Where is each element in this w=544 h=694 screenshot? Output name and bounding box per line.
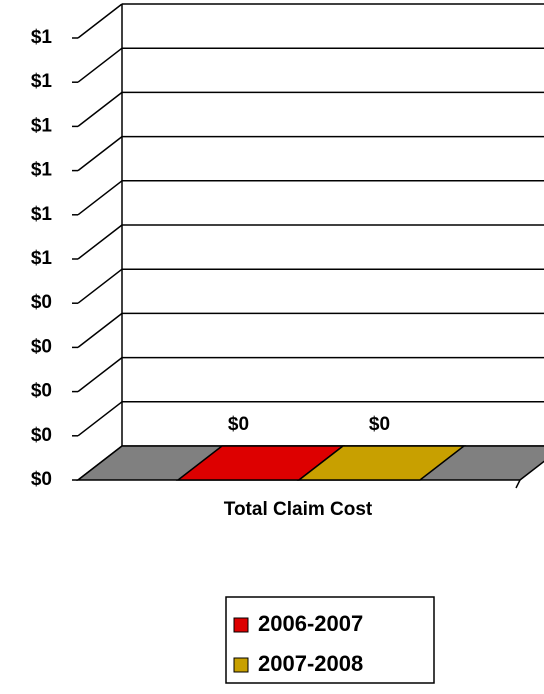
bar (296, 445, 467, 481)
side-grid-line (77, 268, 123, 304)
y-tick-label: $0 (31, 336, 52, 357)
y-tick-label: $1 (31, 115, 53, 136)
legend-label: 2006-2007 (258, 611, 363, 636)
x-tick-mark (515, 479, 521, 489)
side-grid-line (77, 357, 123, 393)
y-tick-label: $1 (31, 204, 53, 225)
side-grid-line (77, 224, 123, 260)
y-tick-label: $0 (31, 381, 52, 402)
y-tick-label: $0 (31, 469, 52, 490)
y-tick-label: $1 (31, 27, 53, 48)
side-grid-line (77, 91, 123, 127)
side-grid-line (77, 401, 123, 437)
side-grid-line (77, 3, 123, 39)
side-grid-line (77, 136, 123, 172)
side-grid-line (77, 180, 123, 216)
legend-swatch (233, 617, 249, 633)
y-tick-label: $1 (31, 71, 53, 92)
y-tick-label: $0 (31, 292, 52, 313)
legend-swatch (233, 657, 249, 673)
y-tick-label: $0 (31, 425, 52, 446)
data-label: $0 (228, 414, 249, 435)
side-grid-line (77, 312, 123, 348)
legend-label: 2007-2008 (258, 651, 363, 676)
data-label: $0 (369, 414, 390, 435)
side-grid-line (77, 47, 123, 83)
legend-box (225, 596, 435, 684)
y-tick-label: $1 (31, 160, 53, 181)
y-tick-label: $1 (31, 248, 53, 269)
x-axis-label: Total Claim Cost (224, 499, 373, 520)
